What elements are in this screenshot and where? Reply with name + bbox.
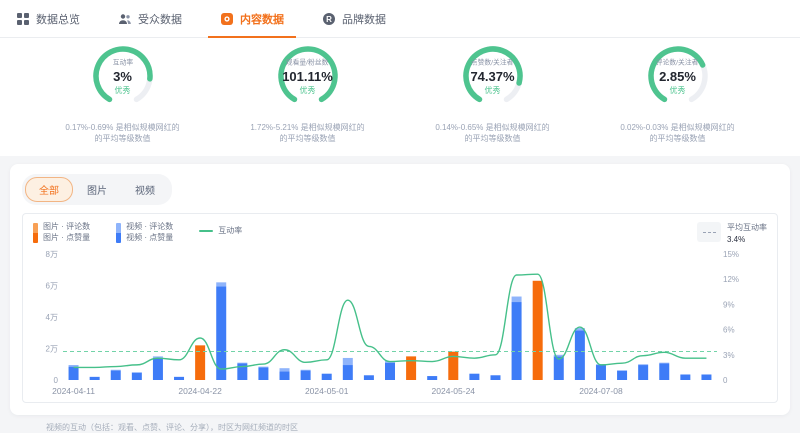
filter-tab-videos[interactable]: 视频: [135, 186, 155, 197]
gauge-views-per-fans: 观看量/粉丝数 101.11% 优秀 1.72%-5.21% 是相似规模网红的的…: [215, 44, 400, 144]
svg-text:2024-04-22: 2024-04-22: [178, 386, 222, 396]
nav-item-data-overview[interactable]: 数据总览: [16, 0, 80, 38]
svg-text:8万: 8万: [46, 250, 58, 259]
gauge-label: 观看量/粉丝数: [286, 58, 329, 66]
legend-label: 图片 · 点赞量: [43, 233, 91, 242]
svg-text:2024-07-08: 2024-07-08: [579, 386, 623, 396]
engagement-chart-panel: 图片 · 评论数 图片 · 点赞量 视频 · 评论数 视频 · 点赞量 互动率 …: [22, 213, 778, 403]
dashboard-grid-icon: [16, 12, 30, 26]
legend-label: 视频 · 评论数: [126, 222, 174, 231]
gauge-benchmark-note: 0.02%-0.03% 是相似规模网红的 的平均等级数值: [620, 123, 735, 143]
content-data-card: 全部 图片 视频 图片 · 评论数 图片 · 点赞量 视频 · 评论数 视频 ·…: [10, 164, 790, 415]
gauge-ring: [277, 46, 338, 103]
gauge-benchmark-note: 0.14%-0.65% 是相似规模网红的 的平均等级数值: [435, 123, 550, 143]
chart-legend: 图片 · 评论数 图片 · 点赞量 视频 · 评论数 视频 · 点赞量 互动率 …: [33, 222, 767, 244]
gauge-value: 3%: [113, 68, 132, 84]
nav-item-audience-data[interactable]: 受众数据: [118, 0, 182, 38]
gauge-benchmark-note: 1.72%-5.21% 是相似规模网红的 的平均等级数值: [250, 123, 365, 143]
nav-label: 品牌数据: [342, 13, 386, 26]
gauge-benchmark-note: 0.17%-0.69% 是相似规模网红的 的平均等级数值: [65, 123, 180, 143]
gauge-grade-badge: 优秀: [669, 85, 686, 95]
legend-label: 视频 · 点赞量: [126, 233, 174, 242]
engagement-bar-line-chart: 0 2万 4万 6万 8万 0 3% 6% 9% 12% 15% 2024-04-11 2024-04-…: [46, 250, 739, 396]
legend-image-series: 图片 · 评论数 图片 · 点赞量: [33, 222, 90, 243]
video-series-swatch-icon: [116, 223, 122, 243]
svg-text:3%: 3%: [723, 351, 735, 360]
svg-text:12%: 12%: [723, 275, 739, 284]
metric-gauge-row: 互动率 3% 优秀 0.17%-0.69% 是相似规模网红的 的平均等级数值 观看…: [0, 38, 800, 156]
gauge-ring: [462, 46, 523, 103]
gauge-likes-per-followers: 点赞数/关注者 74.37% 优秀 0.14%-0.65% 是相似规模网红的 的平…: [400, 44, 585, 144]
nav-label: 受众数据: [138, 13, 182, 26]
legend-label: 图片 · 评论数: [43, 222, 91, 231]
gauge-grade-badge: 优秀: [114, 85, 131, 95]
legend-average-rate: 平均互动率 3.4%: [697, 222, 767, 244]
svg-text:15%: 15%: [723, 250, 739, 259]
svg-text:0: 0: [54, 376, 59, 385]
gauge-value: 74.37%: [470, 68, 515, 84]
avg-dashed-swatch-icon: [697, 222, 721, 242]
nav-item-content-data[interactable]: 内容数据: [208, 0, 296, 38]
gauge-engagement-rate: 互动率 3% 优秀 0.17%-0.69% 是相似规模网红的 的平均等级数值: [30, 44, 215, 144]
svg-text:9%: 9%: [723, 300, 735, 309]
svg-text:2024-04-11: 2024-04-11: [52, 386, 95, 396]
gauge-value: 2.85%: [659, 68, 696, 84]
svg-text:6%: 6%: [723, 326, 735, 335]
gauge-comments-per-followers: 评论数/关注者 2.85% 优秀 0.02%-0.03% 是相似规模网红的 的平均…: [585, 44, 770, 144]
svg-text:2万: 2万: [46, 345, 58, 354]
media-type-filter: 全部 图片 视频: [22, 174, 172, 205]
image-series-swatch-icon: [33, 223, 38, 243]
filter-tab-images[interactable]: 图片: [87, 186, 107, 197]
brand-r-icon: R: [322, 12, 336, 26]
gauge-grade-badge: 优秀: [484, 85, 501, 95]
gauge-ring: [647, 46, 708, 103]
gauge-label: 点赞数/关注者: [471, 58, 514, 66]
gauge-grade-badge: 优秀: [299, 85, 316, 95]
content-camera-icon: [220, 12, 234, 26]
chart-footnote: 视频的互动（包括：观看、点赞、评论、分享），时区为网红频道的时区: [46, 423, 298, 432]
rate-line-swatch-icon: [199, 229, 214, 232]
gauge-value: 101.11%: [282, 68, 333, 84]
legend-video-series: 视频 · 评论数 视频 · 点赞量: [116, 222, 173, 243]
nav-label: 数据总览: [36, 13, 80, 26]
svg-text:6万: 6万: [46, 282, 58, 291]
nav-label: 内容数据: [240, 13, 284, 26]
avg-rate-label: 平均互动率: [727, 223, 767, 232]
svg-text:2024-05-24: 2024-05-24: [432, 386, 476, 396]
svg-text:4万: 4万: [46, 313, 58, 322]
svg-text:0: 0: [723, 376, 728, 385]
nav-item-brand-data[interactable]: R 品牌数据: [322, 0, 386, 38]
legend-rate-line: 互动率: [199, 226, 242, 235]
avg-rate-value: 3.4%: [727, 235, 746, 244]
gauge-label: 互动率: [112, 58, 133, 66]
svg-text:2024-05-01: 2024-05-01: [305, 386, 349, 396]
svg-text:R: R: [326, 15, 332, 24]
top-navigation: 数据总览 受众数据 内容数据 R 品牌数据: [0, 0, 800, 38]
gauge-label: 评论数/关注者: [656, 58, 699, 66]
legend-label: 互动率: [218, 226, 243, 235]
gauge-ring: [92, 46, 153, 103]
filter-tab-all[interactable]: 全部: [25, 177, 73, 202]
audience-people-icon: [118, 12, 132, 26]
